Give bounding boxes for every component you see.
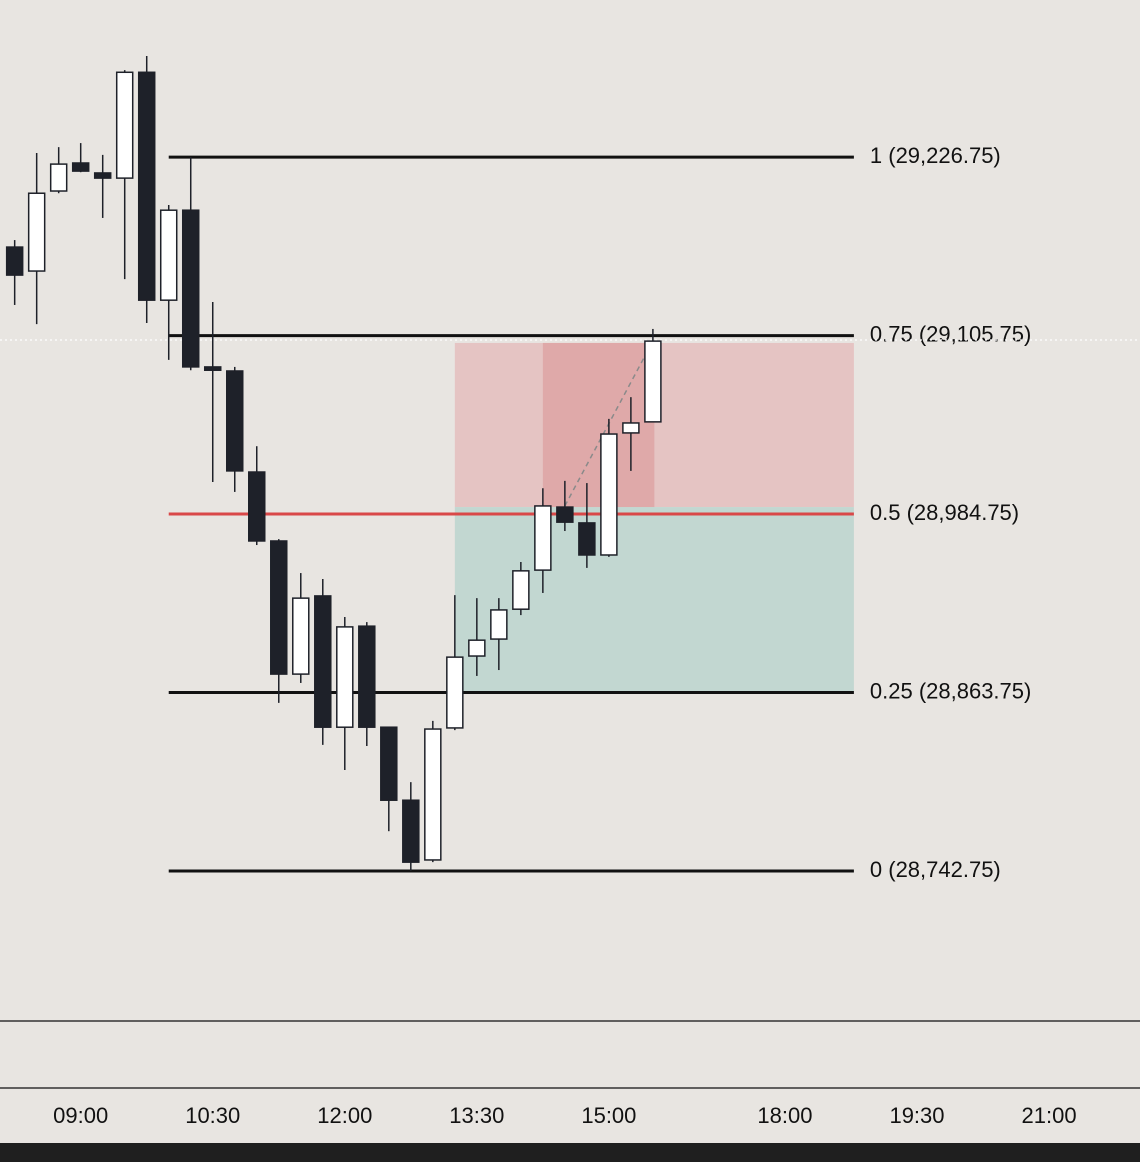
candle-body	[490, 609, 508, 640]
x-tick-label: 19:30	[889, 1103, 944, 1128]
fib-level-label: 0.25 (28,863.75)	[870, 678, 1031, 703]
candle-body	[622, 422, 640, 434]
candle-body	[137, 71, 156, 301]
candle-body	[402, 799, 420, 863]
fib-level-label: 1 (29,226.75)	[870, 143, 1001, 168]
candle-body	[5, 246, 24, 276]
x-tick-label: 09:00	[53, 1103, 108, 1128]
candle-body	[446, 656, 464, 729]
candle-body	[358, 625, 376, 728]
candle-body	[468, 639, 486, 657]
candle-body	[644, 340, 662, 423]
candle-body	[556, 506, 574, 523]
candle-body	[578, 522, 596, 556]
candle-body	[181, 209, 200, 368]
candle-body	[380, 726, 398, 801]
fib-level-label: 0.5 (28,984.75)	[870, 500, 1019, 525]
candle-body	[270, 540, 288, 675]
candle-body	[71, 162, 90, 172]
fib-level-label: 0 (28,742.75)	[870, 857, 1001, 882]
x-tick-label: 13:30	[449, 1103, 504, 1128]
candle-body	[27, 192, 46, 272]
x-tick-label: 21:00	[1022, 1103, 1077, 1128]
candle-body	[49, 163, 68, 192]
x-tick-label: 18:00	[757, 1103, 812, 1128]
candle-body	[512, 570, 530, 610]
candle-body	[248, 471, 266, 542]
candle-body	[225, 370, 244, 472]
x-tick-label: 10:30	[185, 1103, 240, 1128]
candle-body	[424, 728, 442, 861]
candle-body	[115, 71, 134, 179]
x-tick-label: 15:00	[581, 1103, 636, 1128]
candle-body	[159, 209, 178, 301]
candle-body	[314, 595, 332, 728]
candle-body	[93, 172, 112, 179]
candle-body	[292, 597, 310, 675]
candle-body	[600, 433, 618, 556]
bottom-bar	[0, 1143, 1140, 1162]
fib-level-label: 0.75 (29,105.75)	[870, 321, 1031, 346]
candle-body	[534, 505, 552, 571]
x-tick-label: 12:00	[317, 1103, 372, 1128]
candle-body	[336, 626, 354, 728]
candle-body	[203, 366, 222, 371]
